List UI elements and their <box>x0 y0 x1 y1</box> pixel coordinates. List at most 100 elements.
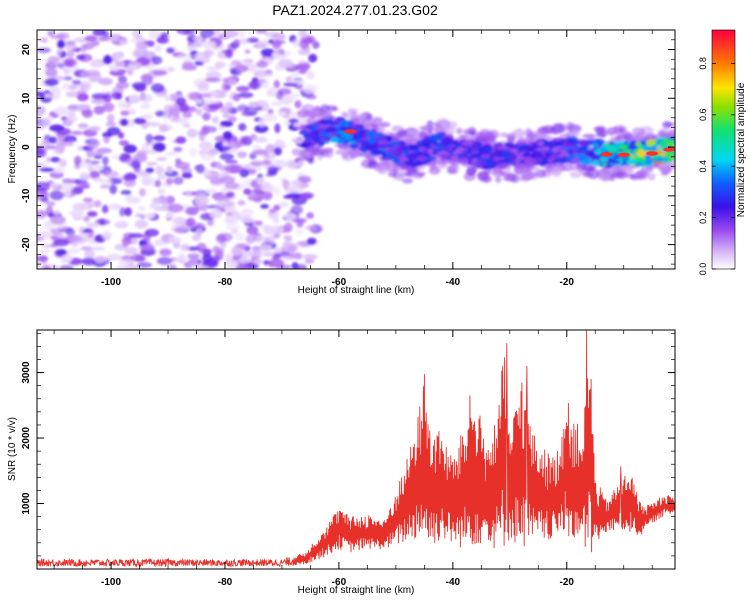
heatmap-ridge-cell <box>437 142 443 146</box>
heatmap-ridge-cell <box>460 158 469 163</box>
heatmap-ridge-peak <box>617 152 630 158</box>
heatmap-noise-blob <box>99 179 112 184</box>
heatmap-noise-blob <box>46 201 56 208</box>
heatmap-noise-blob <box>222 131 233 140</box>
y-tick-label: 10 <box>21 92 32 104</box>
heatmap-ridge-halo <box>587 166 595 172</box>
heatmap-noise-blob <box>148 30 162 39</box>
heatmap-ridge-cell <box>559 152 569 159</box>
heatmap-y-tick-labels: -20 -10 0 10 20 <box>21 44 32 252</box>
heatmap-ridge-cell <box>595 149 602 156</box>
heatmap-noise-blob <box>230 246 243 256</box>
heatmap-ridge-cell <box>563 143 576 147</box>
heatmap-noise-blob <box>70 130 84 136</box>
heatmap-noise-blob <box>270 225 284 234</box>
heatmap-noise-blob <box>291 218 307 223</box>
heatmap-ridge-cell <box>428 148 434 156</box>
heatmap-noise-blob <box>201 125 210 135</box>
heatmap-noise-blob <box>37 146 45 156</box>
heatmap-noise-blob <box>99 184 111 189</box>
heatmap-noise-blob <box>250 160 264 167</box>
heatmap-ridge-halo <box>647 173 656 181</box>
heatmap-noise-blob <box>237 200 246 206</box>
heatmap-noise-blob <box>156 36 169 44</box>
heatmap-noise-blob <box>77 123 89 129</box>
snr-series-line <box>37 330 675 568</box>
heatmap-ridge-cell <box>618 144 631 151</box>
heatmap-ridge-cell <box>542 141 556 147</box>
heatmap-noise-blob <box>226 206 237 213</box>
heatmap-noise-blob <box>76 181 91 188</box>
heatmap-noise-blob <box>253 79 266 84</box>
heatmap-noise-blob <box>248 101 260 108</box>
heatmap-ridge-cell <box>447 150 454 155</box>
heatmap-ridge-halo <box>607 128 615 135</box>
heatmap-noise-blob <box>240 250 253 258</box>
heatmap-noise-blob <box>246 225 259 235</box>
heatmap-noise-blob <box>236 85 250 92</box>
heatmap-ridge-halo <box>365 114 373 120</box>
heatmap-ridge-cell <box>588 150 595 156</box>
heatmap-ridge-halo <box>582 133 595 138</box>
heatmap-noise-blob <box>56 39 66 49</box>
heatmap-ridge-cell <box>498 158 509 163</box>
heatmap-noise-blob <box>120 190 132 195</box>
heatmap-noise-blob <box>239 38 250 45</box>
heatmap-ridge-cell <box>580 156 590 161</box>
heatmap-noise-blob <box>189 257 198 267</box>
heatmap-noise-blob <box>260 204 269 209</box>
heatmap-noise-blob <box>101 204 109 214</box>
heatmap-noise-blob <box>119 118 129 126</box>
heatmap-noise-blob <box>151 83 165 93</box>
heatmap-noise-blob <box>250 248 263 258</box>
heatmap-ridge-halo <box>391 125 404 132</box>
heatmap-noise-blob <box>266 86 278 94</box>
colorbar-tick-label: 0.2 <box>698 211 708 224</box>
heatmap-ridge-halo <box>350 118 361 123</box>
heatmap-ridge-halo <box>479 128 491 138</box>
heatmap-noise-blob <box>193 35 202 43</box>
y-tick-label: -10 <box>21 188 32 203</box>
heatmap-noise-blob <box>61 83 71 91</box>
heatmap-noise-blob <box>265 143 275 153</box>
heatmap-noise-blob <box>210 177 224 185</box>
heatmap-noise-blob <box>267 108 274 115</box>
heatmap-noise-blob <box>102 102 115 113</box>
heatmap-noise-blob <box>290 71 299 79</box>
heatmap-noise-blob <box>134 219 149 229</box>
heatmap-ridge-cell <box>645 146 658 152</box>
heatmap-noise-blob <box>235 264 249 269</box>
heatmap-noise-blob <box>128 233 144 239</box>
heatmap-ridge-halo <box>402 178 413 184</box>
heatmap-noise-blob <box>219 120 234 127</box>
heatmap-noise-blob <box>50 215 66 225</box>
heatmap-noise-blob <box>131 253 144 262</box>
heatmap-noise-blob <box>262 103 270 112</box>
heatmap-noise-blob <box>240 208 254 217</box>
heatmap-noise-blob <box>199 141 213 151</box>
heatmap-ridge-halo <box>632 127 645 136</box>
heatmap-noise-blob <box>39 167 55 172</box>
heatmap-noise-blob <box>235 232 245 242</box>
snr-y-tick-labels: 1000 2000 3000 <box>21 361 32 515</box>
heatmap-noise-blob <box>66 248 81 254</box>
heatmap-ridge-cell <box>547 157 555 164</box>
heatmap-ridge-cell <box>496 146 510 150</box>
heatmap-noise-blob <box>296 264 307 269</box>
heatmap-noise-blob <box>252 149 269 156</box>
heatmap-ridge-halo <box>420 125 434 132</box>
heatmap-noise-blob <box>108 203 122 210</box>
heatmap-ridge-cell <box>461 140 474 146</box>
heatmap-noise-blob <box>80 70 91 78</box>
heatmap-noise-blob <box>271 32 286 41</box>
colorbar-tick-label: 0.8 <box>698 57 708 70</box>
heatmap-noise-blob <box>255 41 265 48</box>
heatmap-noise-blob <box>304 258 315 264</box>
heatmap-noise-blob <box>250 133 257 140</box>
heatmap-noise-blob <box>219 153 234 161</box>
heatmap-noise-blob <box>258 73 274 78</box>
heatmap-noise-blob <box>49 124 65 132</box>
heatmap-noise-blob <box>174 226 187 234</box>
heatmap-noise-blob <box>53 106 70 116</box>
heatmap-noise-blob <box>101 230 113 240</box>
